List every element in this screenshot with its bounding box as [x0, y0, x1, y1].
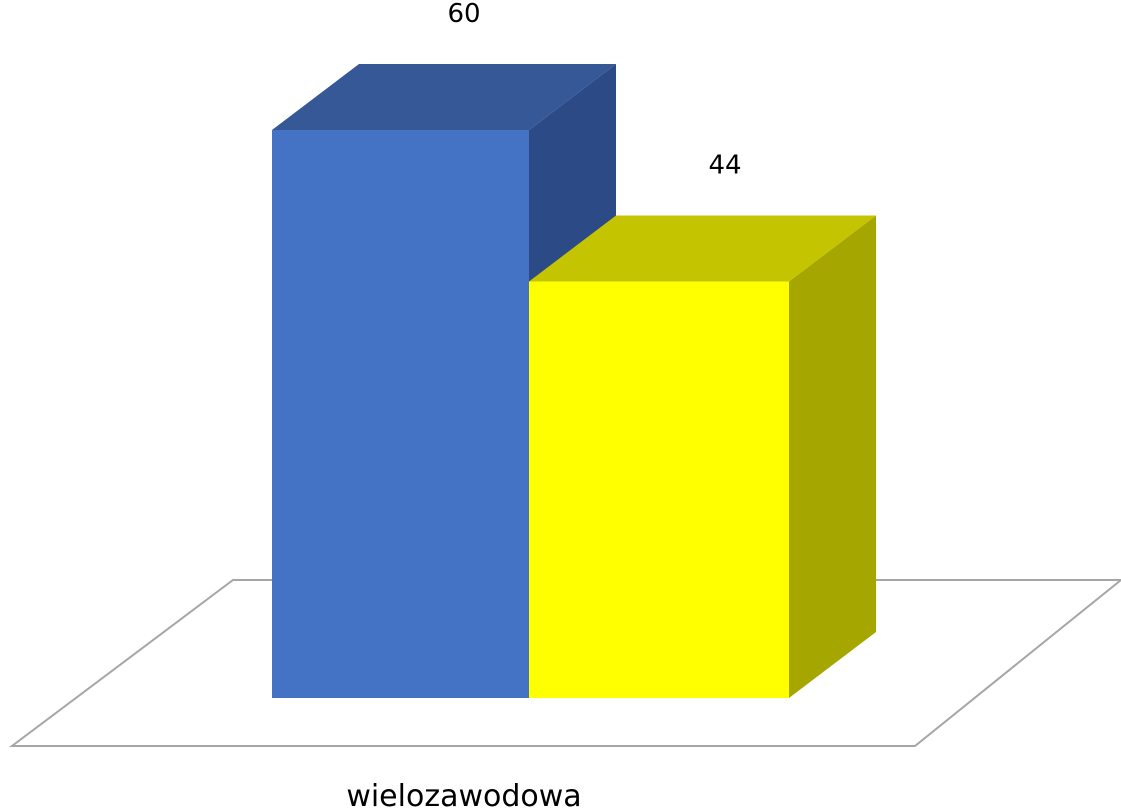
- bar-1: [272, 130, 529, 698]
- chart-floor: [9, 579, 1121, 747]
- bar-top-2: [529, 215, 876, 282]
- bar-2: [529, 281, 789, 698]
- bar-top-1: [272, 64, 616, 130]
- category-label: wielozawodowa: [346, 779, 581, 812]
- bar-side-2: [789, 215, 876, 698]
- data-label-1: 60: [447, 0, 480, 29]
- bar-series-2: [529, 215, 876, 698]
- bars-group: 60 44: [272, 0, 876, 698]
- data-label-2: 44: [708, 150, 741, 180]
